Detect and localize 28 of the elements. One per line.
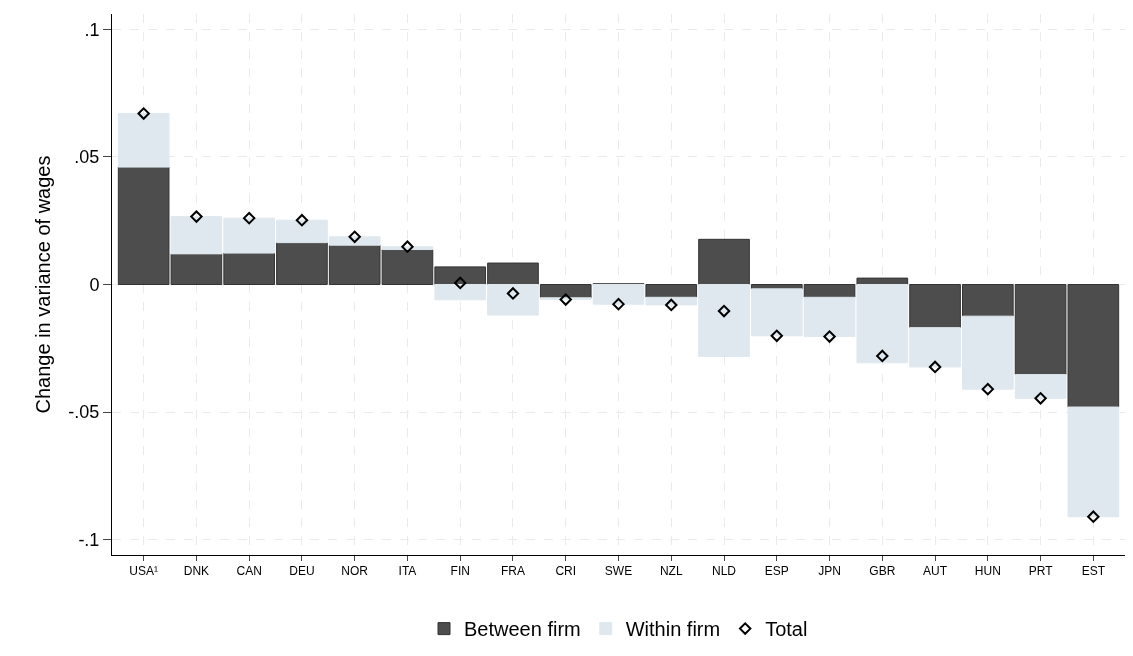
x-tick-label: CRI [555,564,577,579]
x-tick-label: NLD [712,564,737,579]
x-tick-label: GBR [869,564,896,579]
x-tick-label: CAN [236,564,262,579]
legend-label: Total [765,618,808,641]
x-tick-label: NZL [659,564,683,579]
y-tick-label: 0 [89,274,100,295]
y-tick-label: -.05 [68,402,100,423]
y-tick-label: .1 [84,19,100,40]
x-tick-label: AUT [923,564,948,579]
y-tick-label: -.1 [78,529,100,550]
x-tick-label: ESP [764,564,789,579]
legend-label: Within firm [625,618,721,641]
x-tick-label: DNK [183,564,210,579]
x-tick-label: HUN [974,564,1001,579]
legend-label: Between firm [464,618,581,641]
x-tick-label: PRT [1028,564,1054,579]
x-tick-label: JPN [818,564,841,579]
x-tick-label: USA¹ [129,564,158,579]
y-axis-title: Change in variance of wages [31,155,54,414]
y-tick-label: .05 [74,147,100,168]
x-tick-label: ITA [398,564,417,579]
x-tick-label: SWE [604,564,633,579]
x-tick-label: DEU [289,564,315,579]
x-tick-label: FRA [500,564,525,579]
x-tick-label: NOR [341,564,369,579]
x-tick-label: FIN [450,564,470,579]
x-tick-label: EST [1081,564,1106,579]
